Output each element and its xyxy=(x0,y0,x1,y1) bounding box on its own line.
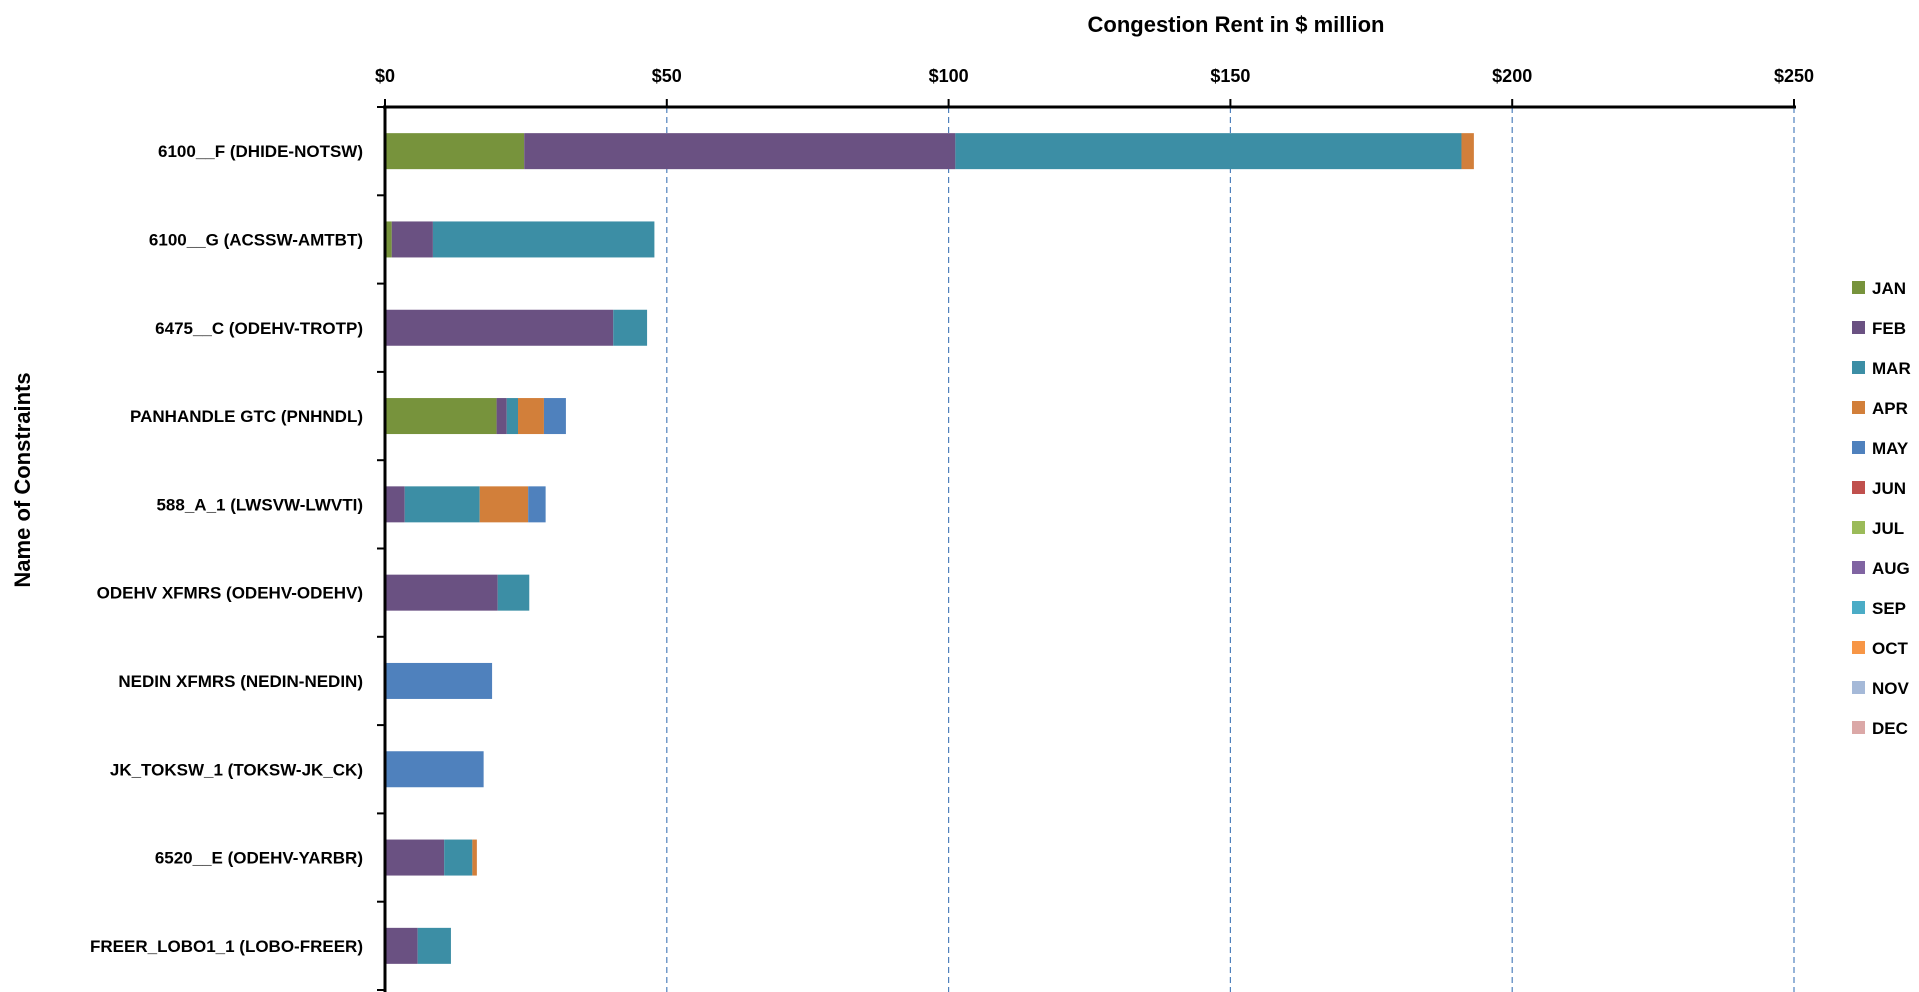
grid-lines xyxy=(666,107,1795,992)
category-label: 6100__G (ACSSW-AMTBT) xyxy=(149,230,363,249)
legend-label: DEC xyxy=(1872,719,1908,738)
category-label: 6475__C (ODEHV-TROTP) xyxy=(155,319,363,338)
x-tick-labels: $0 $50 $100 $150 $200 $250 xyxy=(375,66,1814,86)
bar-segment xyxy=(432,221,655,258)
legend-label: OCT xyxy=(1872,639,1909,658)
bar-segment xyxy=(528,486,546,523)
legend-label: JUN xyxy=(1872,479,1906,498)
legend-swatch xyxy=(1852,601,1865,614)
bar-segment xyxy=(524,133,956,170)
bar-segment xyxy=(385,309,614,346)
bar-segment xyxy=(404,486,480,523)
legend-swatch xyxy=(1852,481,1865,494)
bar-segment xyxy=(472,839,477,876)
x-tick-label: $50 xyxy=(652,66,682,86)
legend-swatch xyxy=(1852,641,1865,654)
legend-swatch xyxy=(1852,441,1865,454)
legend-label: AUG xyxy=(1872,559,1910,578)
legend-label: FEB xyxy=(1872,319,1906,338)
category-label: 588_A_1 (LWSVW-LWVTI) xyxy=(156,495,363,514)
legend-swatch xyxy=(1852,361,1865,374)
legend-swatch xyxy=(1852,561,1865,574)
bar-segment xyxy=(385,662,493,699)
legend-swatch xyxy=(1852,721,1865,734)
x-tick-label: $150 xyxy=(1210,66,1250,86)
category-label: 6100__F (DHIDE-NOTSW) xyxy=(158,142,363,161)
bar-segment xyxy=(613,309,648,346)
bar-segment xyxy=(385,221,392,258)
x-tick-label: $0 xyxy=(375,66,395,86)
legend-label: JUL xyxy=(1872,519,1904,538)
axes xyxy=(377,99,1796,992)
legend-label: NOV xyxy=(1872,679,1910,698)
category-label: PANHANDLE GTC (PNHNDL) xyxy=(130,407,363,426)
legend-label: MAR xyxy=(1872,359,1911,378)
x-tick-label: $250 xyxy=(1774,66,1814,86)
bar-segment xyxy=(391,221,433,258)
category-label: ODEHV XFMRS (ODEHV-ODEHV) xyxy=(97,584,363,603)
bar-segment xyxy=(417,927,451,964)
bar-segment xyxy=(1461,133,1474,170)
x-tick-label: $200 xyxy=(1492,66,1532,86)
bar-segment xyxy=(385,839,445,876)
bars xyxy=(385,133,1474,964)
bar-segment xyxy=(496,398,507,435)
category-label: NEDIN XFMRS (NEDIN-NEDIN) xyxy=(118,672,363,691)
category-label: JK_TOKSW_1 (TOKSW-JK_CK) xyxy=(110,760,363,779)
category-label: FREER_LOBO1_1 (LOBO-FREER) xyxy=(90,937,363,956)
bar-segment xyxy=(543,398,566,435)
bar-segment xyxy=(497,574,530,611)
bar-segment xyxy=(385,751,484,788)
legend-swatch xyxy=(1852,401,1865,414)
legend-label: JAN xyxy=(1872,279,1906,298)
legend-swatch xyxy=(1852,681,1865,694)
legend-swatch xyxy=(1852,321,1865,334)
y-axis-title: Name of Constraints xyxy=(10,372,35,587)
bar-segment xyxy=(385,133,525,170)
bar-segment xyxy=(385,574,498,611)
bar-segment xyxy=(518,398,544,435)
bar-segment xyxy=(444,839,473,876)
chart-title: Congestion Rent in $ million xyxy=(1088,12,1385,37)
bar-segment xyxy=(385,486,405,523)
bar-segment xyxy=(385,398,497,435)
x-tick-label: $100 xyxy=(929,66,969,86)
bar-segment xyxy=(506,398,519,435)
bar-segment xyxy=(385,927,418,964)
legend: JAN FEB MAR APR MAY JUN JUL AUG SEP OCT NOV DEC xyxy=(1852,279,1911,738)
legend-swatch xyxy=(1852,521,1865,534)
bar-segment xyxy=(479,486,529,523)
legend-label: APR xyxy=(1872,399,1908,418)
category-label: 6520__E (ODEHV-YARBR) xyxy=(155,849,363,868)
legend-swatch xyxy=(1852,281,1865,294)
legend-label: SEP xyxy=(1872,599,1906,618)
bar-segment xyxy=(955,133,1462,170)
category-labels: 6100__F (DHIDE-NOTSW) 6100__G (ACSSW-AMTB… xyxy=(90,142,363,956)
legend-label: MAY xyxy=(1872,439,1909,458)
